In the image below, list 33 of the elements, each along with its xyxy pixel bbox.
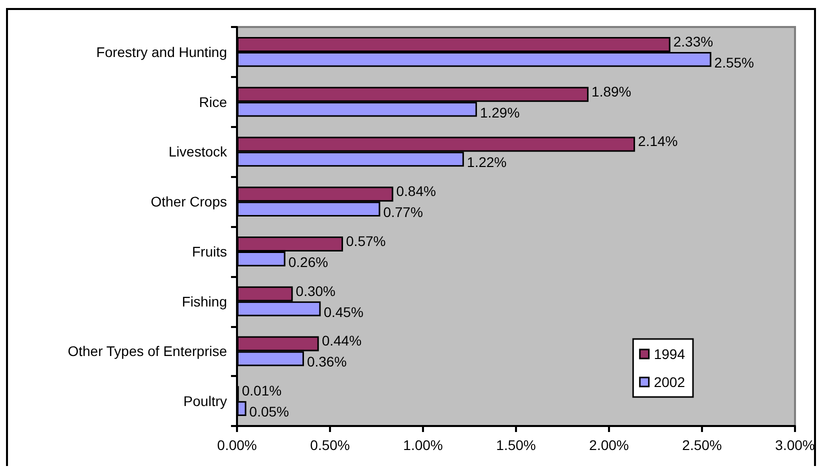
y-tick-label: Livestock: [168, 144, 228, 160]
x-tick-label: 1.50%: [496, 437, 536, 453]
data-label: 2.33%: [673, 33, 714, 50]
x-tick-label: 0.00%: [217, 437, 257, 453]
y-tick-label: Forestry and Hunting: [96, 44, 227, 60]
data-label: 1.22%: [466, 154, 507, 170]
data-label: 0.77%: [383, 204, 423, 220]
y-tick-label: Rice: [198, 94, 228, 110]
y-tick-label: Fishing: [182, 293, 227, 310]
data-label: 1.89%: [592, 83, 632, 100]
data-label: 1.29%: [480, 104, 520, 120]
legend-label: 2002: [654, 374, 686, 390]
legend-label: 1994: [654, 346, 686, 362]
y-tick-label: Fruits: [192, 243, 227, 260]
x-tick-label: 1.00%: [403, 437, 443, 453]
y-tick-label: Other Types of Enterprise: [68, 343, 228, 360]
data-label: 0.45%: [324, 304, 364, 320]
data-label: 0.05%: [249, 404, 290, 420]
data-label: 0.26%: [288, 254, 328, 270]
y-tick-label: Other Crops: [150, 194, 227, 210]
data-label: 0.57%: [346, 232, 386, 249]
x-tick-label: 2.00%: [589, 437, 629, 453]
x-tick-label: 3.00%: [775, 437, 815, 453]
data-label: 0.01%: [242, 382, 282, 399]
data-label: 2.55%: [714, 54, 754, 70]
x-tick-label: 0.50%: [310, 437, 350, 453]
data-label: 0.44%: [322, 332, 362, 349]
data-label: 0.30%: [296, 282, 336, 299]
y-tick-label: Poultry: [183, 393, 227, 410]
x-tick-label: 2.50%: [682, 437, 722, 453]
data-label: 0.84%: [396, 183, 436, 200]
data-label: 2.14%: [638, 133, 678, 150]
data-label: 0.36%: [306, 354, 347, 370]
